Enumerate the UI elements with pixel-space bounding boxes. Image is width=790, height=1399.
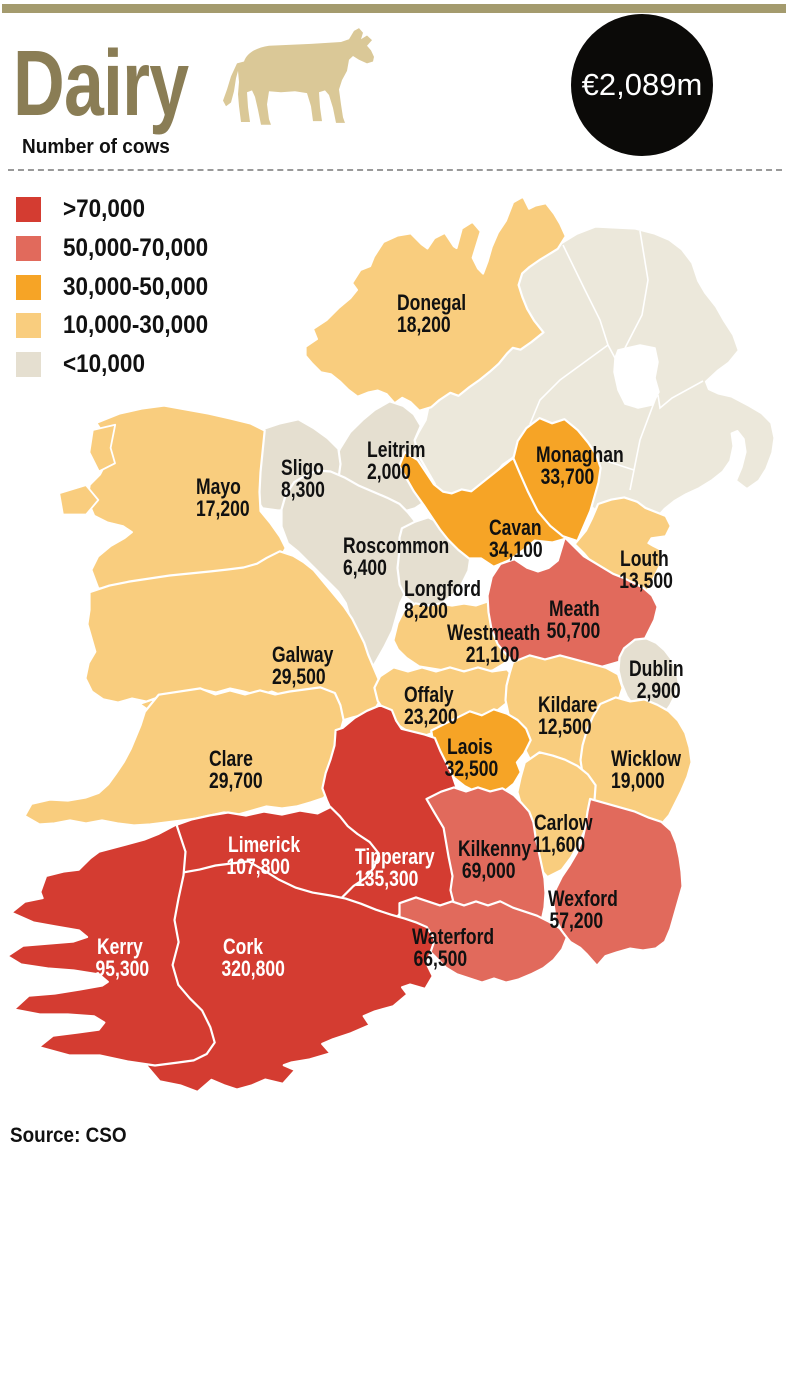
svg-text:Carlow: Carlow <box>534 811 593 836</box>
svg-text:17,200: 17,200 <box>196 497 250 522</box>
svg-text:8,300: 8,300 <box>281 478 325 503</box>
svg-text:Longford: Longford <box>404 577 481 602</box>
svg-text:Kilkenny: Kilkenny <box>458 837 532 862</box>
svg-text:Westmeath: Westmeath <box>447 621 540 646</box>
svg-text:Kildare: Kildare <box>538 693 597 718</box>
svg-text:Tipperary: Tipperary <box>355 845 435 870</box>
svg-text:Sligo: Sligo <box>281 456 324 481</box>
svg-text:29,500: 29,500 <box>272 665 326 690</box>
svg-text:33,700: 33,700 <box>541 465 595 490</box>
svg-text:23,200: 23,200 <box>404 705 458 730</box>
svg-text:Clare: Clare <box>209 747 253 772</box>
svg-text:34,100: 34,100 <box>489 538 543 563</box>
svg-text:Roscommon: Roscommon <box>343 534 449 559</box>
svg-text:Meath: Meath <box>549 597 600 622</box>
svg-text:29,700: 29,700 <box>209 769 263 794</box>
svg-text:Offaly: Offaly <box>404 683 454 708</box>
svg-text:95,300: 95,300 <box>95 957 149 982</box>
svg-text:12,500: 12,500 <box>538 715 592 740</box>
svg-text:Kerry: Kerry <box>97 935 143 960</box>
svg-text:107,800: 107,800 <box>226 855 289 880</box>
svg-text:2,900: 2,900 <box>637 679 681 704</box>
svg-text:69,000: 69,000 <box>462 859 516 884</box>
svg-text:19,000: 19,000 <box>611 769 665 794</box>
svg-text:Louth: Louth <box>620 547 669 572</box>
svg-text:Donegal: Donegal <box>397 291 466 316</box>
svg-text:Wicklow: Wicklow <box>611 747 681 772</box>
svg-text:21,100: 21,100 <box>466 643 520 668</box>
svg-text:Wexford: Wexford <box>548 887 618 912</box>
svg-text:Limerick: Limerick <box>228 833 301 858</box>
svg-text:8,200: 8,200 <box>404 599 448 624</box>
svg-text:Laois: Laois <box>447 735 493 760</box>
svg-text:66,500: 66,500 <box>414 947 468 972</box>
svg-text:13,500: 13,500 <box>619 569 673 594</box>
svg-text:11,600: 11,600 <box>532 833 585 858</box>
svg-text:Monaghan: Monaghan <box>536 443 624 468</box>
svg-text:57,200: 57,200 <box>550 909 604 934</box>
svg-text:6,400: 6,400 <box>343 556 387 581</box>
svg-text:320,800: 320,800 <box>221 957 284 982</box>
svg-text:Cavan: Cavan <box>489 516 542 541</box>
svg-text:18,200: 18,200 <box>397 313 451 338</box>
svg-text:Dublin: Dublin <box>629 657 684 682</box>
svg-text:50,700: 50,700 <box>547 619 601 644</box>
svg-text:135,300: 135,300 <box>355 867 418 892</box>
svg-text:Waterford: Waterford <box>412 925 494 950</box>
svg-text:2,000: 2,000 <box>367 460 411 485</box>
svg-text:Leitrim: Leitrim <box>367 438 425 463</box>
svg-text:Galway: Galway <box>272 643 334 668</box>
svg-text:Cork: Cork <box>223 935 264 960</box>
svg-text:32,500: 32,500 <box>445 757 499 782</box>
svg-text:Mayo: Mayo <box>196 475 241 500</box>
